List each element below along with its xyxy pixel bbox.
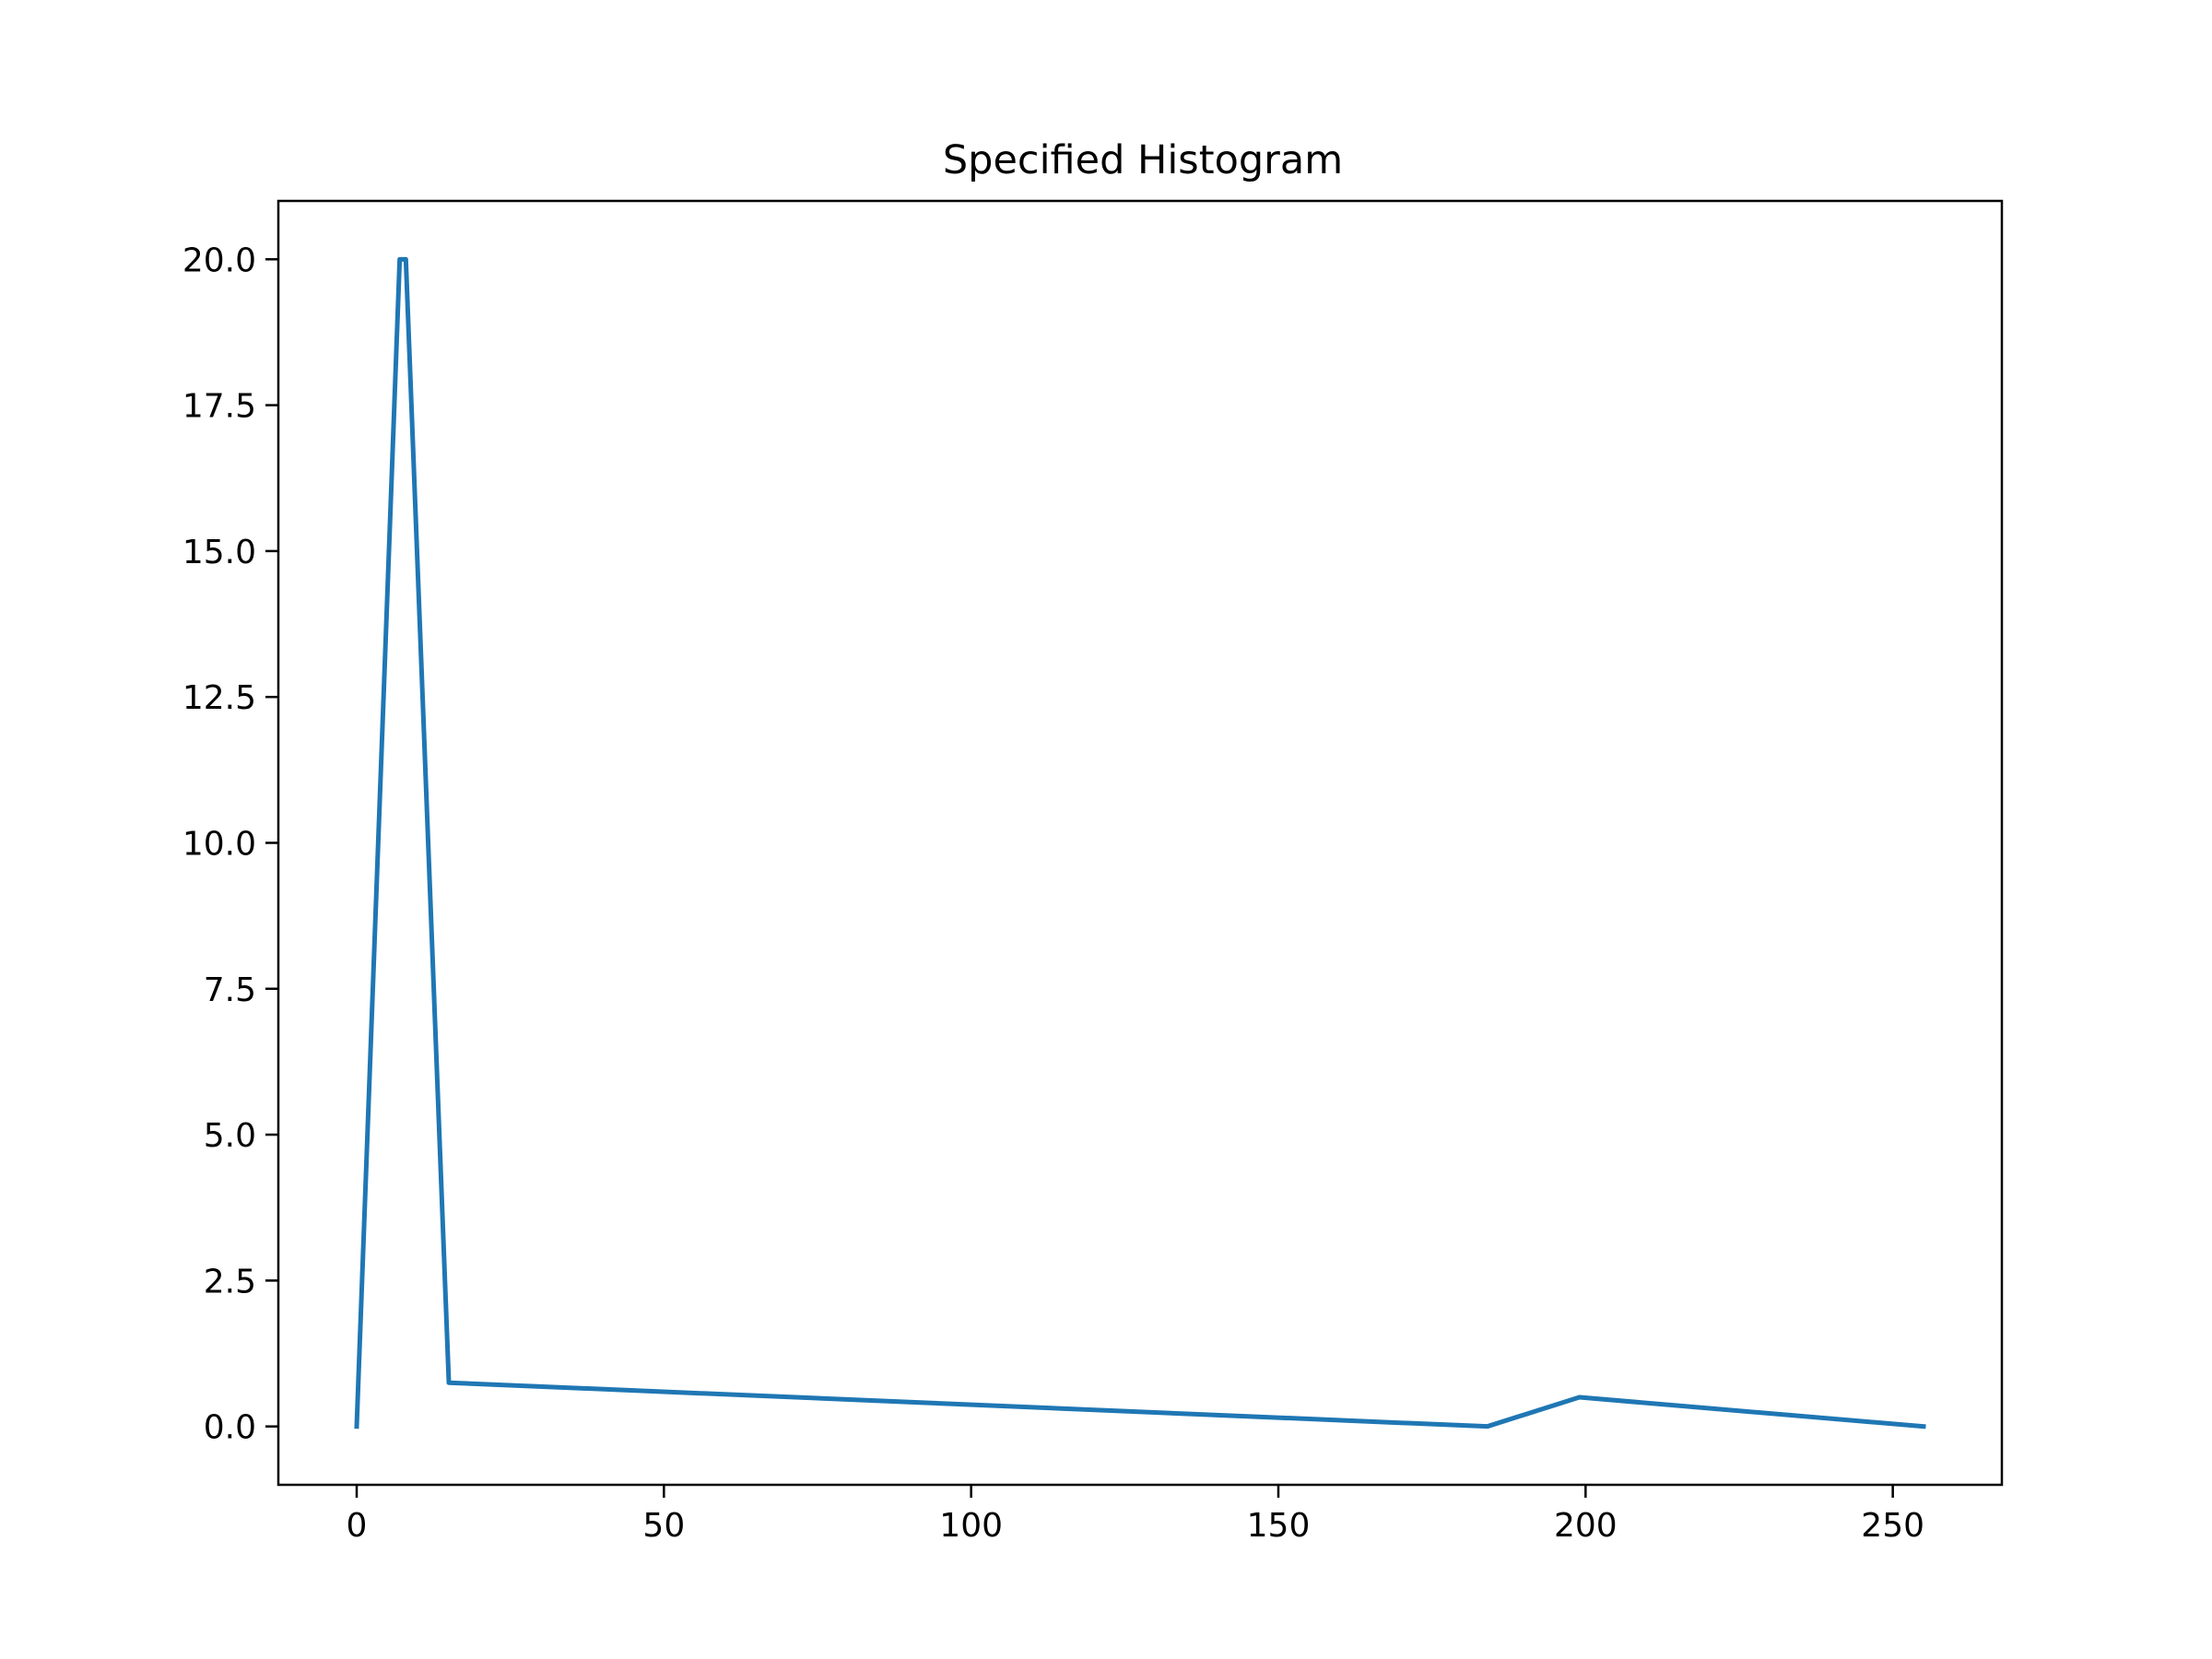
chart-title: Specified Histogram <box>943 137 1343 183</box>
x-tick-label: 0 <box>347 1507 368 1545</box>
y-tick-label: 10.0 <box>182 826 256 864</box>
y-tick-label: 12.5 <box>182 679 256 717</box>
x-tick-label: 50 <box>642 1507 685 1545</box>
y-tick-label: 0.0 <box>204 1409 256 1447</box>
x-tick-label: 150 <box>1247 1507 1311 1545</box>
y-tick-label: 5.0 <box>204 1117 256 1155</box>
y-tick-label: 7.5 <box>204 971 256 1009</box>
y-tick-label: 2.5 <box>204 1263 256 1300</box>
y-tick-label: 17.5 <box>182 388 256 426</box>
axes-frame <box>276 199 2004 1487</box>
x-axis: 0 50 100 150 200 250 <box>347 1485 1924 1545</box>
plot-area <box>354 256 1926 1430</box>
x-tick-label: 100 <box>939 1507 1003 1545</box>
y-tick-label: 20.0 <box>182 241 256 279</box>
series-line <box>354 256 1926 1430</box>
y-tick-label: 15.0 <box>182 534 256 571</box>
x-tick-label: 200 <box>1554 1507 1618 1545</box>
x-tick-label: 250 <box>1861 1507 1924 1545</box>
y-axis: 0.0 2.5 5.0 7.5 10.0 12.5 15.0 17.5 20.0 <box>182 241 278 1447</box>
